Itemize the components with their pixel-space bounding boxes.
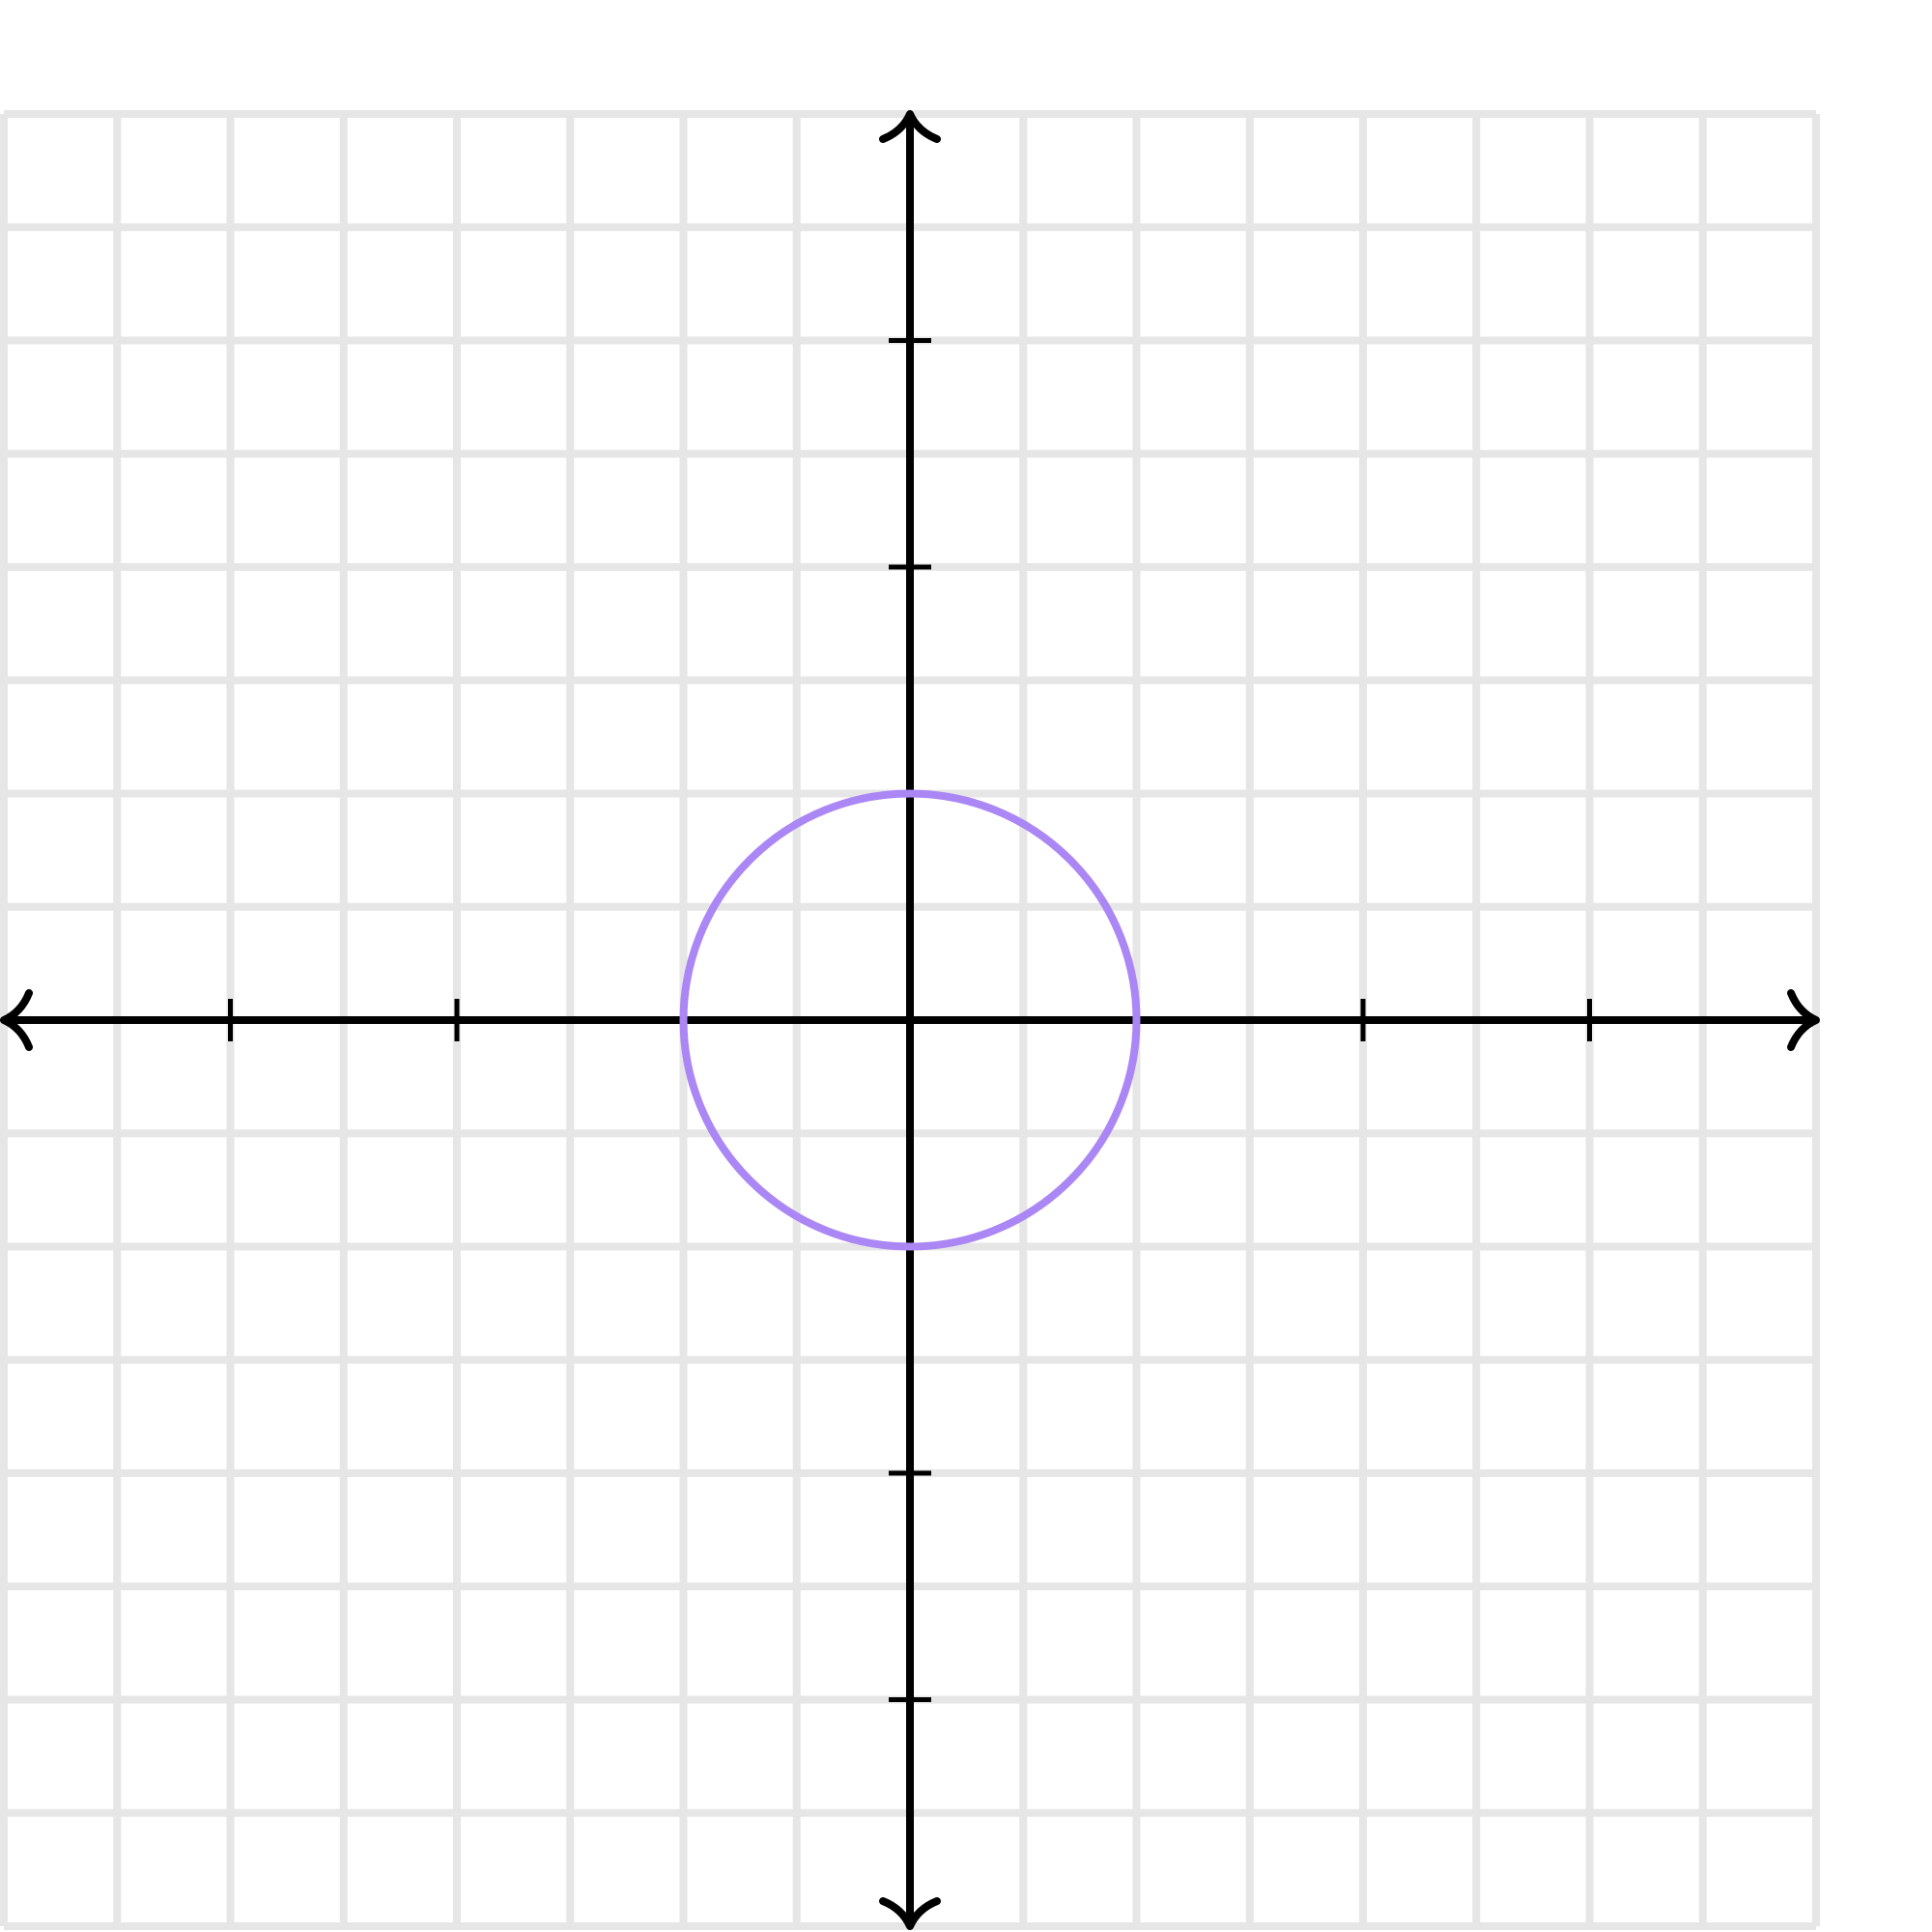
y-axis-arrow-up (879, 110, 941, 143)
circle-curve (679, 789, 1141, 1251)
axes (0, 110, 1820, 1930)
plotted-curves (679, 789, 1141, 1251)
y-axis-arrow-down (879, 1897, 941, 1930)
x-axis-arrow-left (0, 989, 33, 1051)
x-axis-arrow-right (1787, 989, 1820, 1051)
